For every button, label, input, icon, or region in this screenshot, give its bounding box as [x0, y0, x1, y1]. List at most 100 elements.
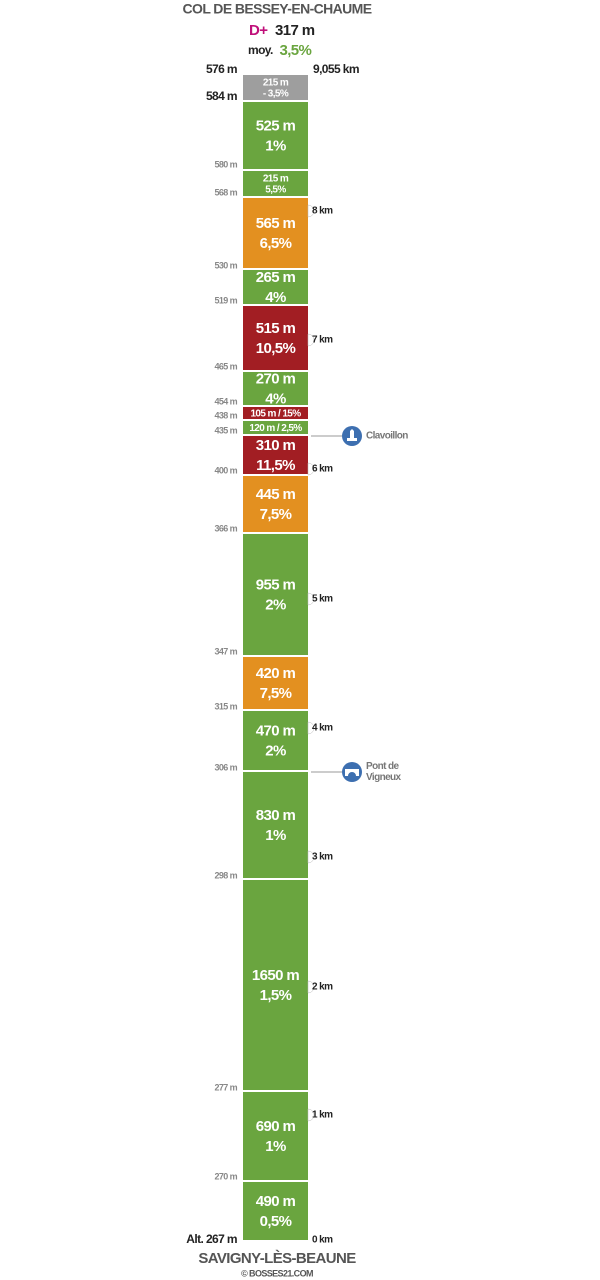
segment: [243, 1182, 308, 1240]
segment: [243, 476, 308, 532]
segment: [243, 534, 308, 655]
km-tick: [307, 592, 315, 606]
segment: [243, 270, 308, 304]
km-label: 9,055 km: [313, 62, 359, 76]
km-label: 6 km: [312, 464, 333, 475]
altitude-label: 315 m: [214, 701, 237, 711]
credit: © BOSSES21.COM: [241, 1268, 313, 1278]
poi-label: Clavoillon: [366, 431, 408, 442]
segment: [243, 880, 308, 1090]
altitude-label: 435 m: [214, 425, 237, 435]
segment-label: 470 m: [256, 722, 296, 739]
km-label: 7 km: [312, 335, 333, 346]
segment-label: 1%: [265, 1138, 286, 1155]
segment-label: 7,5%: [260, 685, 292, 702]
segment-label: 120 m / 2,5%: [249, 423, 302, 434]
church-glyph: [347, 429, 357, 441]
km-tick: [307, 333, 315, 347]
gain: 317 m: [275, 22, 315, 39]
segment-label: 690 m: [256, 1118, 296, 1135]
altitude-label: 347 m: [214, 646, 237, 656]
altitude-label: 530 m: [214, 260, 237, 270]
altitude-label: 465 m: [214, 361, 237, 371]
segment-label: 10,5%: [256, 340, 296, 357]
altitude-label: 306 m: [214, 762, 237, 772]
km-tick: [307, 462, 315, 476]
altitude-label: 438 m: [214, 410, 237, 420]
segment-label: 105 m / 15%: [250, 409, 301, 420]
altitude-label: 277 m: [214, 1082, 237, 1092]
segment: [243, 102, 308, 169]
segment-label: 0,5%: [260, 1213, 292, 1230]
segment: [243, 421, 308, 434]
avg-label: moy.: [248, 43, 273, 57]
gain-label: D+: [249, 22, 268, 39]
poi-label: Pont de: [366, 761, 400, 772]
segment-label: 270 m: [256, 370, 296, 387]
km-label: 5 km: [312, 594, 333, 605]
altitude-label: 576 m: [206, 62, 237, 76]
segment-label: 2%: [265, 596, 286, 613]
segment-label: 1650 m: [252, 967, 300, 984]
altitude-label: 584 m: [206, 89, 237, 103]
segment-label: 310 m: [256, 437, 296, 454]
segment-label: 4%: [265, 390, 286, 407]
segment: [243, 772, 308, 878]
segment-label: 565 m: [256, 215, 296, 232]
gain-line: D+ 317 m: [249, 22, 315, 39]
avg: 3,5%: [279, 42, 311, 59]
altitude-label: 580 m: [214, 159, 237, 169]
start-name: SAVIGNY-LÈS-BEAUNE: [198, 1250, 356, 1267]
title: COL DE BESSEY-EN-CHAUME: [183, 1, 372, 17]
avg-line: moy. 3,5%: [248, 42, 312, 59]
segment-label: 525 m: [256, 117, 296, 134]
altitude-label: 270 m: [214, 1171, 237, 1181]
altitude-label: 366 m: [214, 523, 237, 533]
segment-label: 1%: [265, 137, 286, 154]
segment-label: 11,5%: [256, 457, 295, 474]
segment-label: 5,5%: [265, 185, 286, 196]
segment: [243, 198, 308, 268]
km-tick: [307, 980, 315, 994]
segment-label: 490 m: [256, 1193, 296, 1210]
segment-label: 4%: [265, 289, 286, 306]
segment: [243, 372, 308, 405]
km-label: 8 km: [312, 206, 333, 217]
altitude-label: 568 m: [214, 187, 237, 197]
segment-label: 955 m: [256, 576, 296, 593]
km-tick: [307, 850, 315, 864]
km-label: 4 km: [312, 723, 333, 734]
segment-label: 1,5%: [260, 987, 292, 1004]
segment-label: 6,5%: [260, 235, 292, 252]
segment-label: 215 m: [263, 78, 289, 89]
km-tick: [307, 1108, 315, 1122]
segment: [243, 407, 308, 419]
segment-label: 7,5%: [260, 506, 292, 523]
altitude-label: Alt. 267 m: [186, 1232, 237, 1246]
altitude-label: 400 m: [214, 465, 237, 475]
segment-label: - 3,5%: [263, 89, 289, 100]
poi-label: Vigneux: [366, 772, 402, 783]
segment: [243, 436, 308, 474]
segment: [243, 1092, 308, 1180]
altitude-label: 298 m: [214, 870, 237, 880]
segment: [243, 306, 308, 370]
km-label: 3 km: [312, 852, 333, 863]
km-tick: [307, 721, 315, 735]
segment-label: 515 m: [256, 320, 296, 337]
segment-label: 1%: [265, 827, 286, 844]
km-tick: [307, 204, 315, 218]
segment: [243, 657, 308, 709]
segment-label: 265 m: [256, 269, 296, 286]
segment-label: 2%: [265, 742, 286, 759]
altitude-label: 454 m: [214, 396, 237, 406]
km-label: 1 km: [312, 1110, 333, 1121]
segment: [243, 171, 308, 196]
bridge-glyph: [345, 769, 359, 776]
altitude-label: 519 m: [214, 295, 237, 305]
segment: [243, 711, 308, 770]
km-label: 2 km: [312, 982, 333, 993]
segment-label: 420 m: [256, 665, 296, 682]
segment-label: 445 m: [256, 486, 296, 503]
